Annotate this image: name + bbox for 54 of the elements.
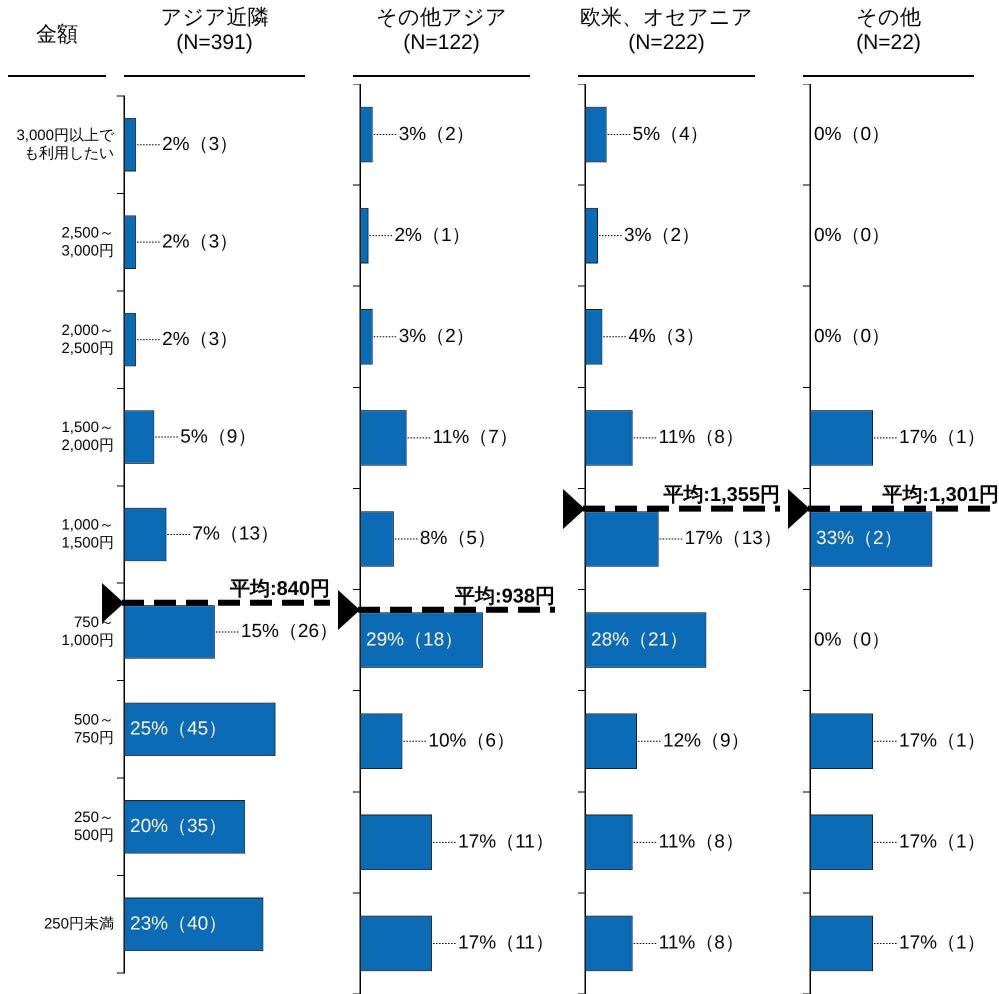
data-label: 17%（11） [458, 832, 554, 853]
data-label: 0%（0） [814, 124, 890, 145]
data-label: 3%（2） [398, 326, 475, 348]
chart-title: その他アジア (N=122) [353, 0, 530, 77]
data-label: 11%（7） [432, 427, 518, 448]
y-axis-title: 金額 [8, 20, 106, 77]
y-tick-label: 2,000～ 2,500円 [61, 322, 114, 357]
y-tick-label: 3,000円以上でも利用したい [16, 126, 115, 162]
y-tick-label: 250～ 500円 [74, 808, 114, 844]
ref-line-label: 平均:840円 [228, 578, 330, 600]
data-label: 29%（18） [366, 629, 464, 650]
chart-title: 欧米、オセアニア (N=222) [578, 0, 755, 77]
data-label: 5%（9） [180, 426, 256, 448]
data-label: 11%（8） [658, 932, 744, 954]
ref-line-label: 平均:938円 [454, 585, 555, 608]
data-label: 15%（26） [240, 621, 338, 642]
y-tick-label: 750～ 1,000円 [61, 614, 114, 650]
y-tick-label: 500～ 750円 [74, 712, 114, 747]
data-label: 3%（2） [624, 224, 700, 246]
data-label: 20%（35） [130, 816, 228, 838]
data-label: 2%（1） [394, 224, 471, 246]
data-label: 10%（6） [428, 730, 515, 752]
y-tick-label: 250円未満 [44, 915, 114, 932]
data-label: 28%（21） [591, 629, 688, 650]
data-label: 23%（40） [130, 914, 228, 935]
y-tick-label: 1,000～ 1,500円 [61, 516, 114, 552]
data-label: 4%（3） [628, 326, 704, 348]
data-label: 12%（9） [663, 730, 750, 752]
data-label: 11%（8） [658, 832, 744, 853]
data-label: 2%（3） [162, 231, 238, 252]
y-tick-label: 2,500～ 3,000円 [61, 224, 114, 260]
data-label: 33%（2） [816, 528, 903, 550]
data-label: 11%（8） [658, 427, 744, 448]
data-label: 0%（0） [814, 629, 890, 650]
data-label: 0%（0） [814, 224, 890, 246]
data-label: 17%（1） [899, 832, 986, 853]
data-label: 2%（3） [162, 328, 238, 350]
data-label: 17%（1） [899, 427, 986, 448]
data-label: 3%（2） [398, 124, 475, 145]
data-label: 17%（1） [899, 932, 986, 954]
data-label: 17%（11） [458, 932, 554, 954]
data-label: 7%（13） [192, 524, 280, 545]
data-label: 2%（3） [162, 134, 238, 155]
data-label: 17%（13） [684, 528, 782, 550]
data-label: 0%（0） [814, 326, 890, 348]
data-label: 5%（4） [632, 124, 709, 145]
data-label: 17%（1） [899, 730, 986, 752]
data-label: 25%（45） [130, 718, 228, 740]
y-tick-label: 1,500～ 2,000円 [61, 419, 114, 454]
data-label: 8%（5） [420, 528, 496, 550]
ref-line-label: 平均:1,301円 [881, 484, 999, 506]
ref-line-label: 平均:1,355円 [662, 484, 780, 506]
chart-title: その他 (N=22) [803, 0, 974, 77]
chart-title: アジア近隣 (N=391) [124, 0, 305, 77]
